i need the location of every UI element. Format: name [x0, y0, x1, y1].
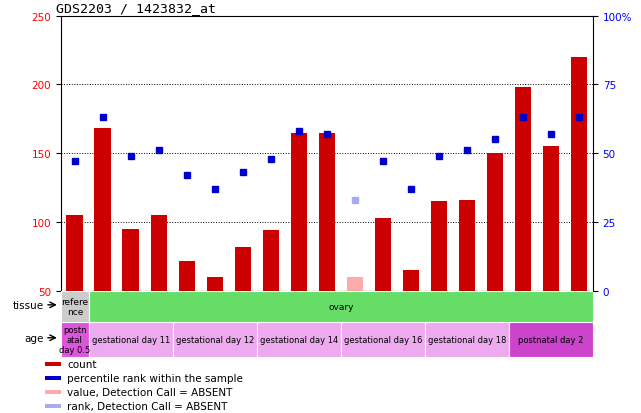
Bar: [487, 154, 503, 291]
Bar: [45, 404, 61, 408]
Bar: [61, 322, 89, 357]
Bar: [425, 322, 509, 357]
Bar: [509, 322, 593, 357]
Bar: [542, 147, 560, 291]
Bar: [290, 133, 307, 291]
Bar: [122, 229, 139, 291]
Bar: [341, 322, 425, 357]
Text: postnatal day 2: postnatal day 2: [518, 335, 583, 344]
Text: gestational day 12: gestational day 12: [176, 335, 254, 344]
Bar: [257, 322, 341, 357]
Text: rank, Detection Call = ABSENT: rank, Detection Call = ABSENT: [67, 401, 228, 411]
Bar: [206, 278, 223, 291]
Text: gestational day 18: gestational day 18: [428, 335, 506, 344]
Bar: [45, 390, 61, 394]
Text: GDS2203 / 1423832_at: GDS2203 / 1423832_at: [56, 2, 215, 15]
Bar: [235, 247, 251, 291]
Bar: [257, 17, 285, 291]
Bar: [565, 17, 593, 291]
Bar: [263, 231, 279, 291]
Bar: [397, 17, 425, 291]
Bar: [145, 17, 173, 291]
Text: count: count: [67, 359, 97, 369]
Text: ovary: ovary: [328, 302, 354, 311]
Bar: [341, 17, 369, 291]
Bar: [347, 278, 363, 291]
Bar: [178, 261, 196, 291]
Bar: [61, 17, 89, 291]
Text: percentile rank within the sample: percentile rank within the sample: [67, 373, 243, 383]
Text: gestational day 14: gestational day 14: [260, 335, 338, 344]
Bar: [374, 218, 391, 291]
Bar: [319, 133, 335, 291]
Bar: [173, 17, 201, 291]
Bar: [570, 58, 587, 291]
Bar: [45, 363, 61, 366]
Bar: [313, 17, 341, 291]
Text: refere
nce: refere nce: [62, 297, 88, 316]
Bar: [431, 202, 447, 291]
Bar: [369, 17, 397, 291]
Bar: [89, 17, 117, 291]
Bar: [285, 17, 313, 291]
Bar: [453, 17, 481, 291]
Bar: [229, 17, 257, 291]
Bar: [509, 17, 537, 291]
Bar: [151, 216, 167, 291]
Bar: [403, 271, 419, 291]
Text: age: age: [24, 333, 44, 343]
Bar: [173, 322, 257, 357]
Bar: [425, 17, 453, 291]
Text: tissue: tissue: [13, 300, 44, 310]
Bar: [89, 322, 173, 357]
Bar: [117, 17, 145, 291]
Bar: [481, 17, 509, 291]
Bar: [67, 216, 83, 291]
Text: gestational day 11: gestational day 11: [92, 335, 170, 344]
Bar: [45, 377, 61, 380]
Bar: [515, 88, 531, 291]
Text: value, Detection Call = ABSENT: value, Detection Call = ABSENT: [67, 387, 233, 397]
Text: gestational day 16: gestational day 16: [344, 335, 422, 344]
Bar: [61, 291, 89, 322]
Bar: [537, 17, 565, 291]
Bar: [458, 201, 476, 291]
Bar: [201, 17, 229, 291]
Text: postn
atal
day 0.5: postn atal day 0.5: [59, 325, 90, 354]
Bar: [94, 129, 112, 291]
